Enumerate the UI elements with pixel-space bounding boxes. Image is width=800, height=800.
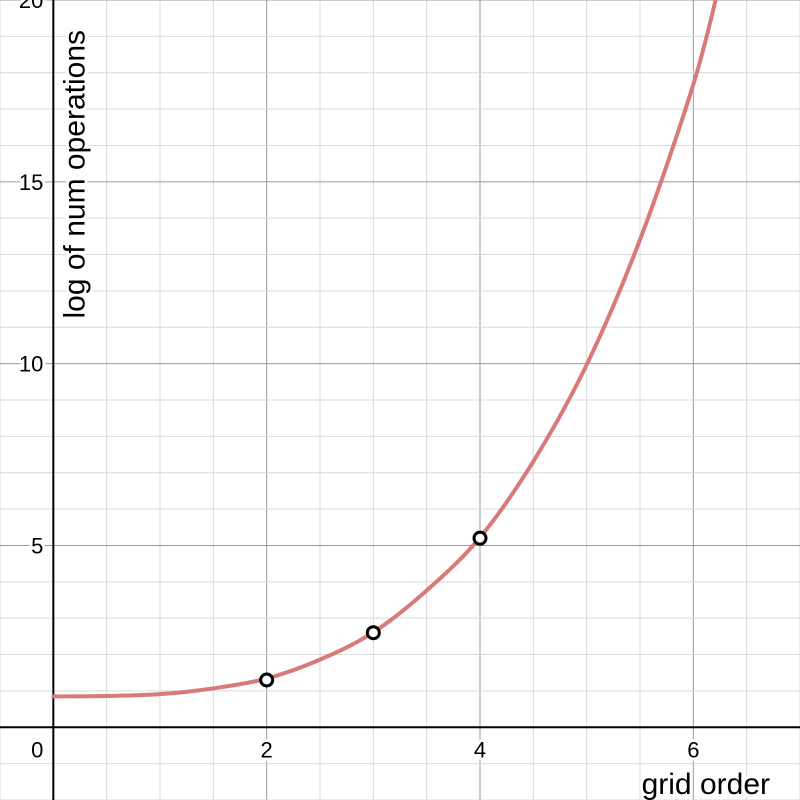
y-tick-label: 15: [19, 170, 43, 195]
data-point: [259, 672, 275, 688]
x-tick-label: 4: [474, 737, 486, 762]
y-tick-label: 20: [19, 0, 43, 13]
curve-layer: [51, 0, 718, 699]
y-axis-title: log of num operations: [58, 30, 91, 319]
data-point: [365, 625, 381, 641]
fitted-curve: [51, 0, 718, 699]
x-axis-title: grid order: [642, 768, 770, 800]
y-tick-label: 5: [31, 533, 43, 558]
labels-layer: 2 4 6 5 10 15 20 0 grid order log of num operatio…: [16, 0, 773, 800]
data-point: [472, 530, 488, 546]
x-tick-label: 2: [261, 737, 273, 762]
x-tick-label: 6: [687, 737, 699, 762]
origin-label: 0: [31, 737, 43, 762]
points-layer: [259, 530, 488, 688]
y-tick-label: 10: [19, 352, 43, 377]
